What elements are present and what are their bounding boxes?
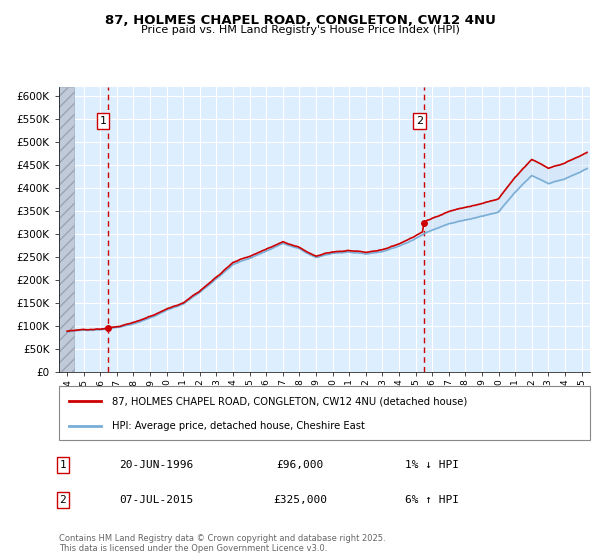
Text: 1: 1 [100,116,107,126]
Text: Contains HM Land Registry data © Crown copyright and database right 2025.
This d: Contains HM Land Registry data © Crown c… [59,534,385,553]
Text: £96,000: £96,000 [277,460,323,470]
Text: 1: 1 [59,460,67,470]
Text: £325,000: £325,000 [273,495,327,505]
Text: 1% ↓ HPI: 1% ↓ HPI [405,460,459,470]
Text: 2: 2 [59,495,67,505]
Text: Price paid vs. HM Land Registry's House Price Index (HPI): Price paid vs. HM Land Registry's House … [140,25,460,35]
Text: 07-JUL-2015: 07-JUL-2015 [119,495,193,505]
Text: 2: 2 [416,116,423,126]
Text: 87, HOLMES CHAPEL ROAD, CONGLETON, CW12 4NU: 87, HOLMES CHAPEL ROAD, CONGLETON, CW12 … [104,14,496,27]
Text: 20-JUN-1996: 20-JUN-1996 [119,460,193,470]
Text: HPI: Average price, detached house, Cheshire East: HPI: Average price, detached house, Ches… [112,421,365,431]
Text: 87, HOLMES CHAPEL ROAD, CONGLETON, CW12 4NU (detached house): 87, HOLMES CHAPEL ROAD, CONGLETON, CW12 … [112,396,467,407]
Text: 6% ↑ HPI: 6% ↑ HPI [405,495,459,505]
